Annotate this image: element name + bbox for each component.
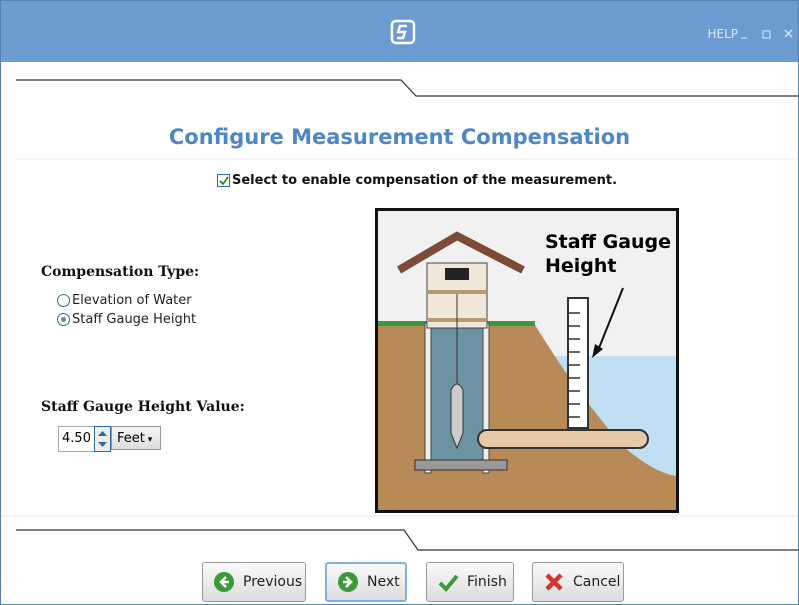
illustration-label: Staff Gauge	[545, 231, 671, 253]
button-label: Finish	[467, 574, 507, 590]
finish-button[interactable]: Finish	[426, 562, 514, 602]
app-logo	[390, 19, 416, 45]
next-button[interactable]: Next	[325, 562, 407, 602]
illustration: Staff Gauge Height	[375, 208, 679, 513]
illustration-label: Height	[545, 255, 617, 277]
button-label: Next	[367, 574, 400, 590]
option-label: Staff Gauge Height	[72, 312, 196, 327]
checkbox-label: Select to enable compensation of the mea…	[232, 173, 617, 188]
title-bar: HELP	[1, 1, 798, 62]
value-input[interactable]: 4.50	[58, 426, 95, 452]
radio-option[interactable]: Elevation of Water	[57, 293, 192, 308]
previous-button[interactable]: Previous	[202, 562, 306, 602]
spinner[interactable]	[94, 426, 111, 452]
unit-label: Feet	[117, 431, 145, 446]
help-link[interactable]: HELP	[707, 27, 738, 41]
button-label: Previous	[243, 574, 302, 590]
option-label: Elevation of Water	[72, 293, 192, 308]
compensation-label: Compensation Type:	[41, 264, 199, 280]
value-label: Staff Gauge Height Value:	[41, 399, 245, 415]
unit-dropdown[interactable]: Feet ▾	[111, 426, 161, 450]
radio-option[interactable]: Staff Gauge Height	[57, 312, 196, 327]
cancel-button[interactable]: Cancel	[532, 562, 624, 602]
page-title: Configure Measurement Compensation	[1, 125, 798, 149]
enable-checkbox[interactable]: Select to enable compensation of the mea…	[217, 173, 617, 188]
wizard-window: HELP Configure Measurement Compensation …	[0, 0, 799, 605]
button-label: Cancel	[573, 574, 620, 590]
window-controls[interactable]	[739, 25, 797, 43]
